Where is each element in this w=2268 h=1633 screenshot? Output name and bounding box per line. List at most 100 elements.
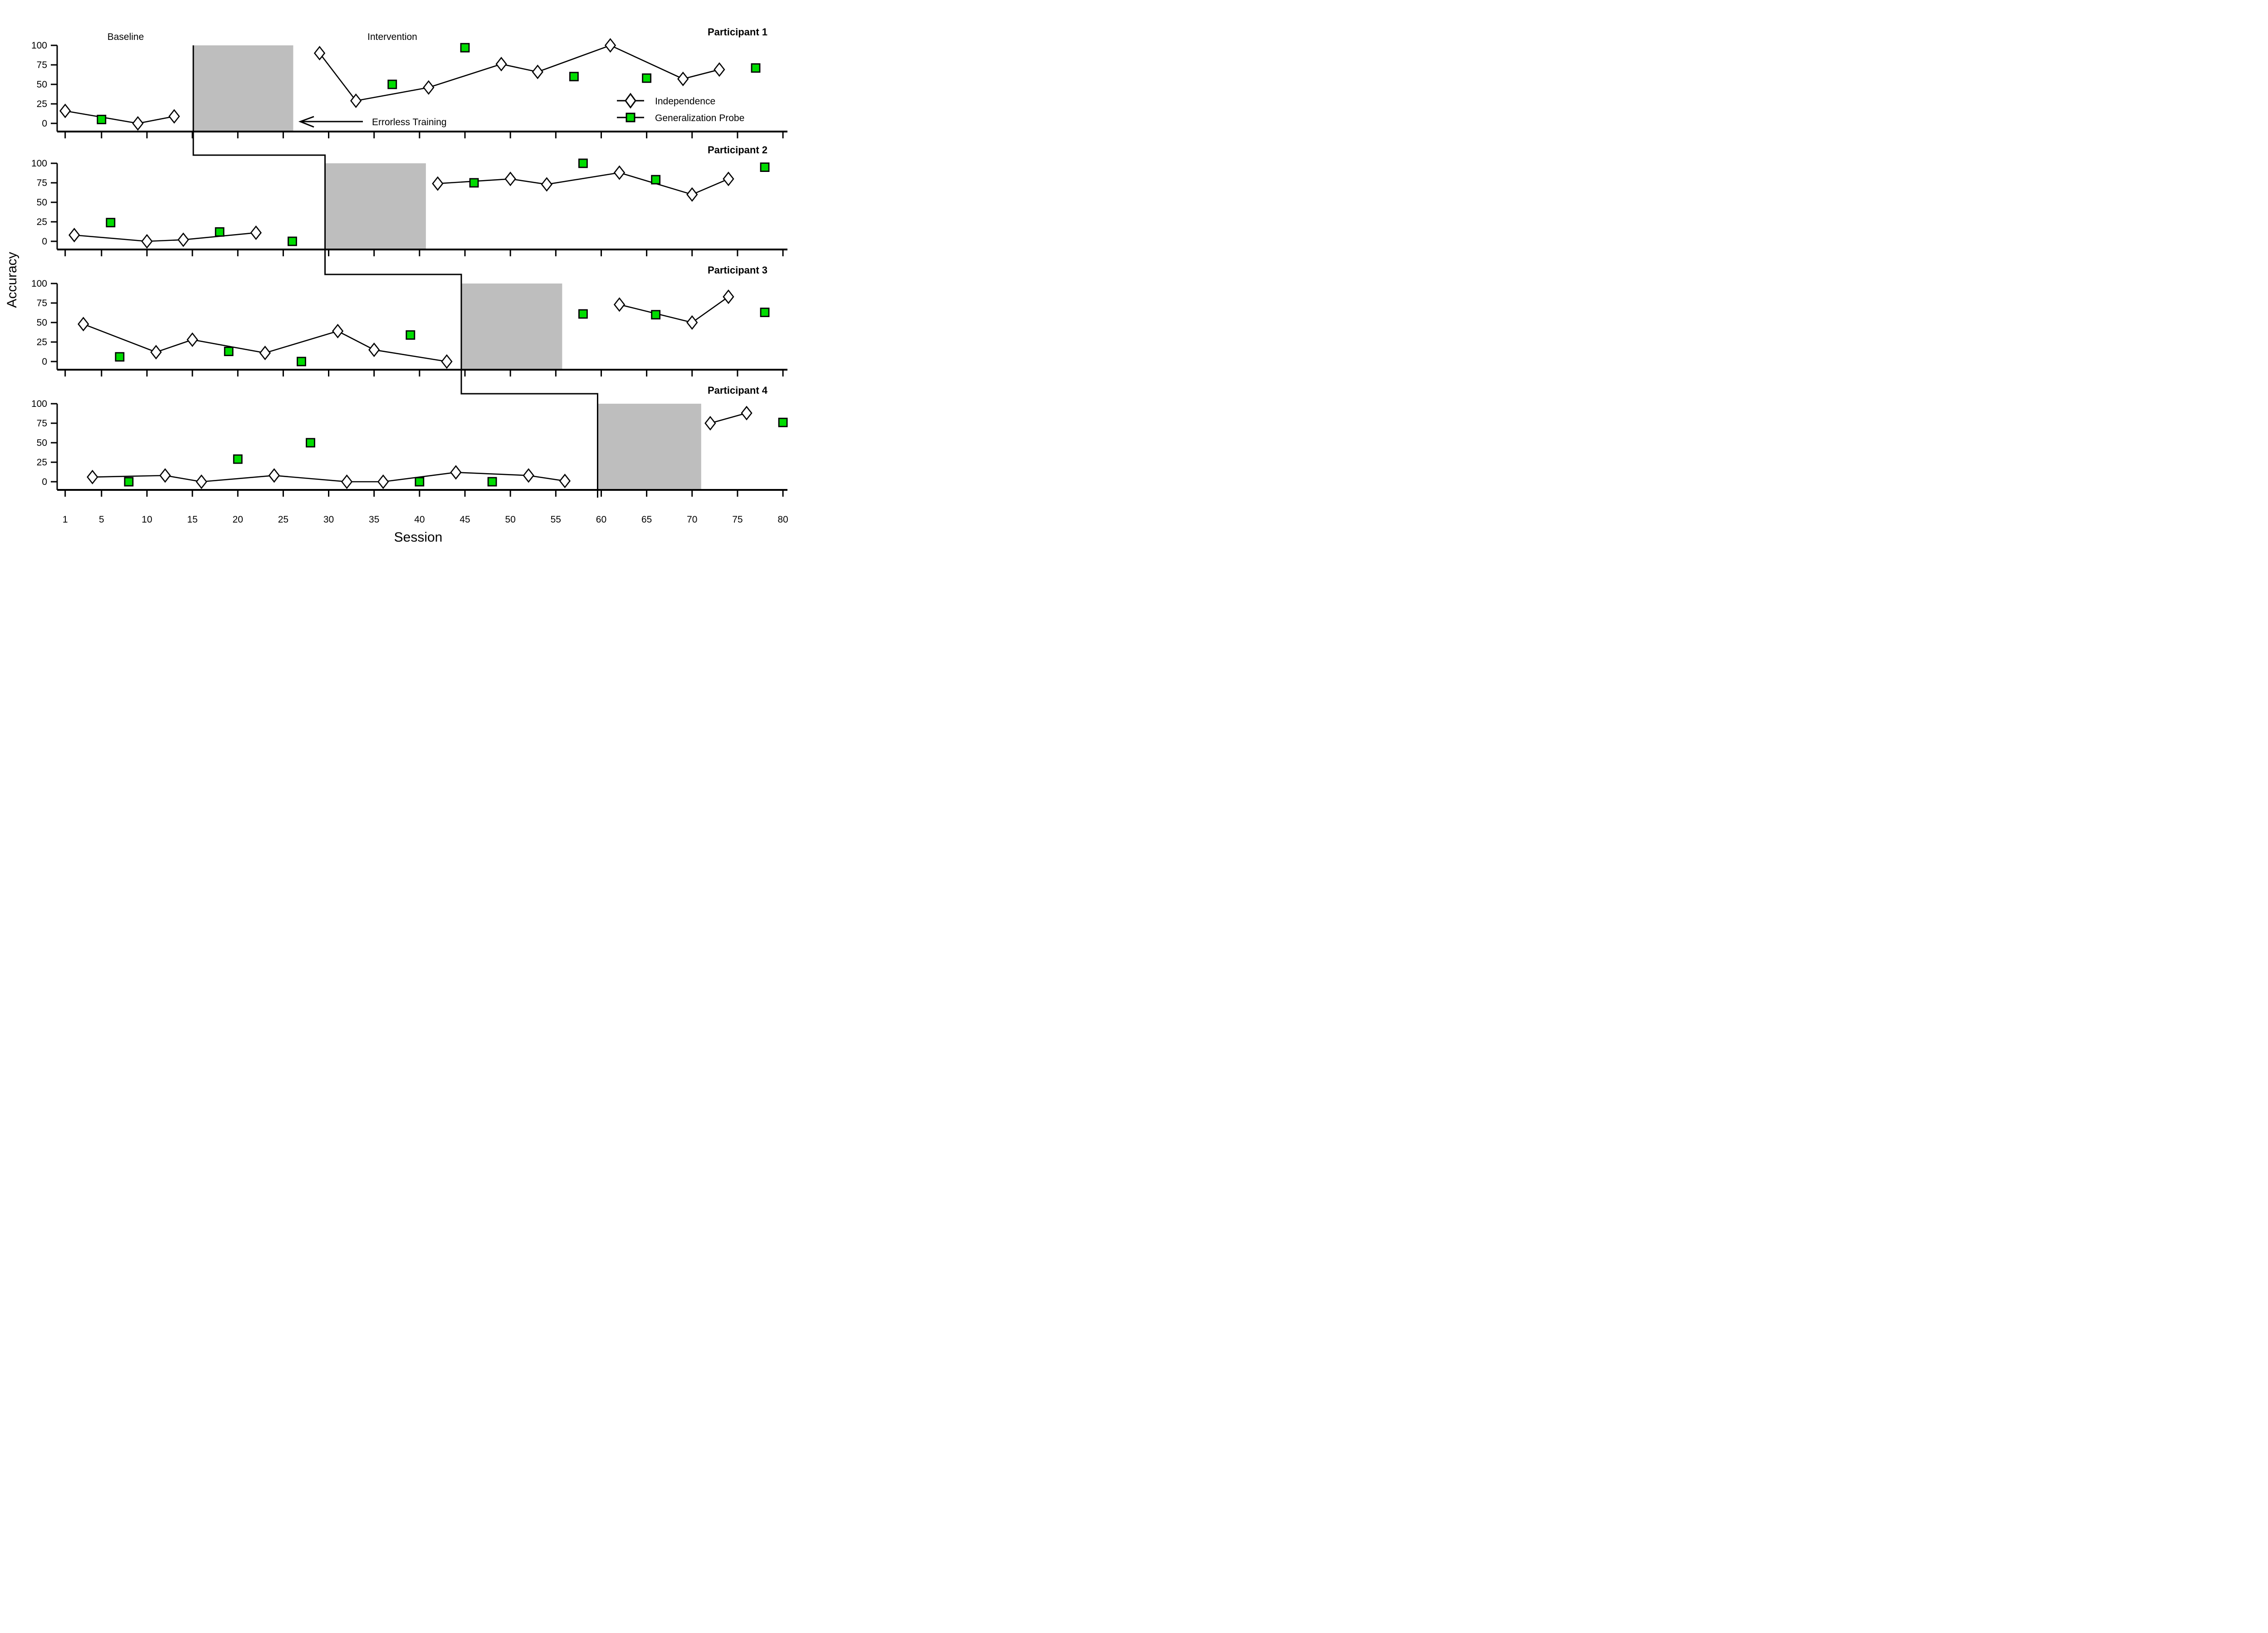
multiple-baseline-figure: 0 25 50 75 100 0 25 50 75 100 0 25 50 75 100 0 25 50 75 100… <box>0 0 816 544</box>
arrow-head-left-icon <box>298 116 314 128</box>
y-tick-label: 100 <box>31 158 47 169</box>
legend: Independence Generalization Probe <box>617 93 744 123</box>
x-tick-label: 75 <box>732 514 743 525</box>
x-tick-label: 15 <box>187 514 197 525</box>
independence-point <box>714 62 725 77</box>
generalization-probe-point <box>215 227 225 237</box>
independence-point <box>741 406 753 420</box>
generalization-probe-point <box>306 438 315 448</box>
independence-point <box>350 93 362 108</box>
independence-point <box>613 297 626 312</box>
x-tick-label: 1 <box>63 514 68 525</box>
independence-point <box>59 103 71 118</box>
shaded-regions-layer <box>193 45 701 490</box>
independence-point <box>68 228 80 243</box>
x-tick-label: 30 <box>323 514 334 525</box>
independence-point <box>423 80 435 95</box>
errorless-training-shaded-region <box>193 45 293 132</box>
independence-point <box>332 323 344 339</box>
independence-point <box>495 57 507 72</box>
y-tick-label: 50 <box>37 79 47 90</box>
panel-title-participant-1: Participant 1 <box>708 26 767 38</box>
independence-point <box>186 332 198 347</box>
x-tick-label: 80 <box>777 514 788 525</box>
independence-point <box>541 177 552 192</box>
green-square-icon <box>626 112 635 122</box>
independence-point <box>450 465 462 480</box>
independence-point <box>604 38 616 53</box>
independence-point <box>368 342 380 357</box>
y-tick-label: 25 <box>37 99 47 109</box>
y-tick-label: 50 <box>37 438 47 448</box>
independence-point <box>532 64 543 79</box>
generalization-probe-point <box>569 72 579 82</box>
generalization-probe-point <box>651 310 661 320</box>
x-tick-label: 55 <box>551 514 561 525</box>
independence-point <box>313 46 326 61</box>
independence-point <box>132 116 144 131</box>
generalization-probe-point <box>778 417 788 427</box>
independence-point <box>168 109 180 124</box>
independence-point <box>159 468 171 483</box>
independence-point <box>686 187 698 202</box>
independence-point <box>377 474 389 489</box>
generalization-probe-point <box>97 114 107 124</box>
y-tick-label: 75 <box>37 60 47 70</box>
independence-point <box>523 468 534 483</box>
independence-point <box>268 468 280 483</box>
generalization-probe-point <box>760 162 770 172</box>
y-tick-label: 25 <box>37 217 47 227</box>
y-tick-label: 50 <box>37 197 47 208</box>
independence-line <box>65 110 175 124</box>
independence-point <box>686 315 698 330</box>
independence-line <box>319 44 720 102</box>
phase-change-step-line <box>192 45 598 498</box>
generalization-probe-point <box>124 477 134 487</box>
x-tick-label: 70 <box>687 514 697 525</box>
generalization-probe-point <box>487 477 497 487</box>
generalization-probe-point <box>469 178 479 188</box>
independence-point <box>87 469 98 484</box>
generalization-probe-point <box>460 43 470 53</box>
data-series-layer <box>59 38 788 489</box>
independence-point <box>723 171 734 186</box>
independence-point <box>141 234 153 249</box>
errorless-training-shaded-region <box>325 163 426 249</box>
independence-line <box>619 296 729 323</box>
y-tick-label: 75 <box>37 418 47 429</box>
independence-point <box>704 416 716 431</box>
y-tick-label: 0 <box>42 357 47 367</box>
x-tick-label: 65 <box>641 514 652 525</box>
generalization-probe-point <box>578 309 588 319</box>
generalization-probe-point <box>651 175 661 185</box>
independence-line <box>437 172 729 196</box>
y-tick-label: 75 <box>37 298 47 308</box>
independence-point <box>150 345 162 360</box>
panel-title-participant-3: Participant 3 <box>708 264 767 276</box>
generalization-probe-point <box>751 63 761 73</box>
legend-label-generalization-probe: Generalization Probe <box>655 113 744 123</box>
independence-point <box>177 232 189 247</box>
generalization-probe-point <box>387 79 397 89</box>
x-tick-label: 45 <box>459 514 470 525</box>
x-tick-label: 20 <box>233 514 243 525</box>
independence-line <box>74 232 256 242</box>
y-tick-label: 50 <box>37 318 47 328</box>
x-axis-title: Session <box>394 530 443 544</box>
phase-label-baseline: Baseline <box>108 32 144 42</box>
errorless-training-annotation: Errorless Training <box>298 116 447 128</box>
generalization-probe-point <box>760 308 770 318</box>
independence-point <box>441 354 453 369</box>
independence-point <box>250 225 262 240</box>
legend-label-independence: Independence <box>655 96 715 107</box>
y-tick-label: 0 <box>42 477 47 487</box>
independence-point <box>341 474 353 489</box>
x-tick-label: 25 <box>278 514 288 525</box>
independence-point <box>259 345 271 361</box>
x-tick-label: 5 <box>99 514 104 525</box>
x-tick-label: 60 <box>596 514 606 525</box>
independence-point <box>432 176 444 191</box>
generalization-probe-point <box>106 218 116 228</box>
y-tick-label: 0 <box>42 118 47 129</box>
phase-change-line-layer <box>192 45 598 498</box>
